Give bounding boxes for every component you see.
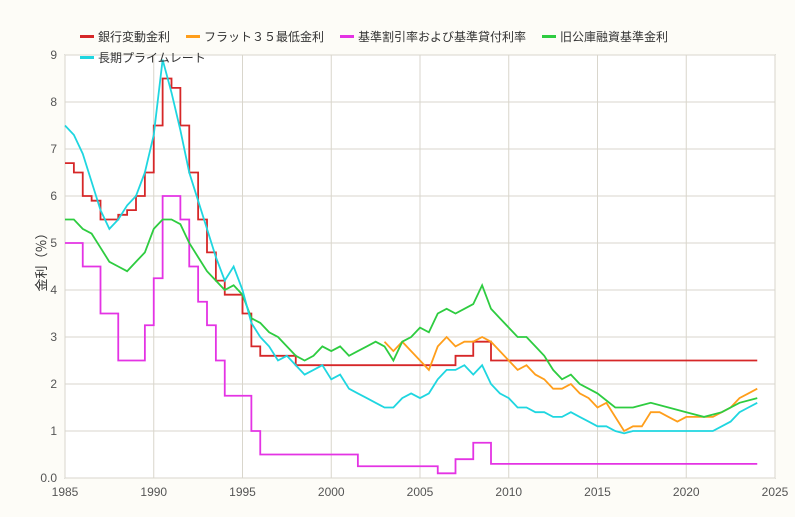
y-tick-label: 2	[50, 377, 57, 391]
y-tick-label: 9	[50, 48, 57, 62]
legend-item: 銀行変動金利	[80, 28, 170, 45]
legend-item: 長期プライムレート	[80, 49, 206, 66]
x-tick-label: 2000	[318, 485, 345, 499]
y-tick-label: 1	[50, 424, 57, 438]
y-tick-label: 3	[50, 330, 57, 344]
x-tick-label: 1990	[140, 485, 167, 499]
legend-swatch	[186, 35, 200, 38]
y-tick-label: 5	[50, 236, 57, 250]
legend-label: 基準割引率および基準貸付利率	[358, 28, 526, 45]
x-tick-label: 2025	[762, 485, 789, 499]
legend-swatch	[542, 35, 556, 38]
legend-item: 旧公庫融資基準金利	[542, 28, 668, 45]
x-tick-label: 1985	[52, 485, 79, 499]
x-tick-label: 2005	[407, 485, 434, 499]
x-tick-label: 2010	[495, 485, 522, 499]
x-tick-label: 2015	[584, 485, 611, 499]
y-tick-label: 8	[50, 95, 57, 109]
legend-label: 長期プライムレート	[98, 49, 206, 66]
y-tick-label: 4	[50, 283, 57, 297]
y-tick-label: 6	[50, 189, 57, 203]
legend-swatch	[340, 35, 354, 38]
y-tick-label: 7	[50, 142, 57, 156]
y-tick-label: 0.0	[40, 471, 57, 485]
legend: 銀行変動金利 フラット３５最低金利 基準割引率および基準貸付利率 旧公庫融資基準金利長…	[80, 28, 765, 66]
x-tick-label: 1995	[229, 485, 256, 499]
legend-item: 基準割引率および基準貸付利率	[340, 28, 526, 45]
legend-label: フラット３５最低金利	[204, 28, 324, 45]
legend-swatch	[80, 35, 94, 38]
legend-label: 旧公庫融資基準金利	[560, 28, 668, 45]
chart-svg: 1985199019952000200520102015202020250.01…	[0, 0, 795, 517]
y-axis-label: 金利（％）	[31, 226, 50, 291]
legend-label: 銀行変動金利	[98, 28, 170, 45]
legend-swatch	[80, 56, 94, 59]
x-tick-label: 2020	[673, 485, 700, 499]
chart-container: 銀行変動金利 フラット３５最低金利 基準割引率および基準貸付利率 旧公庫融資基準金利長…	[0, 0, 795, 517]
legend-item: フラット３５最低金利	[186, 28, 324, 45]
